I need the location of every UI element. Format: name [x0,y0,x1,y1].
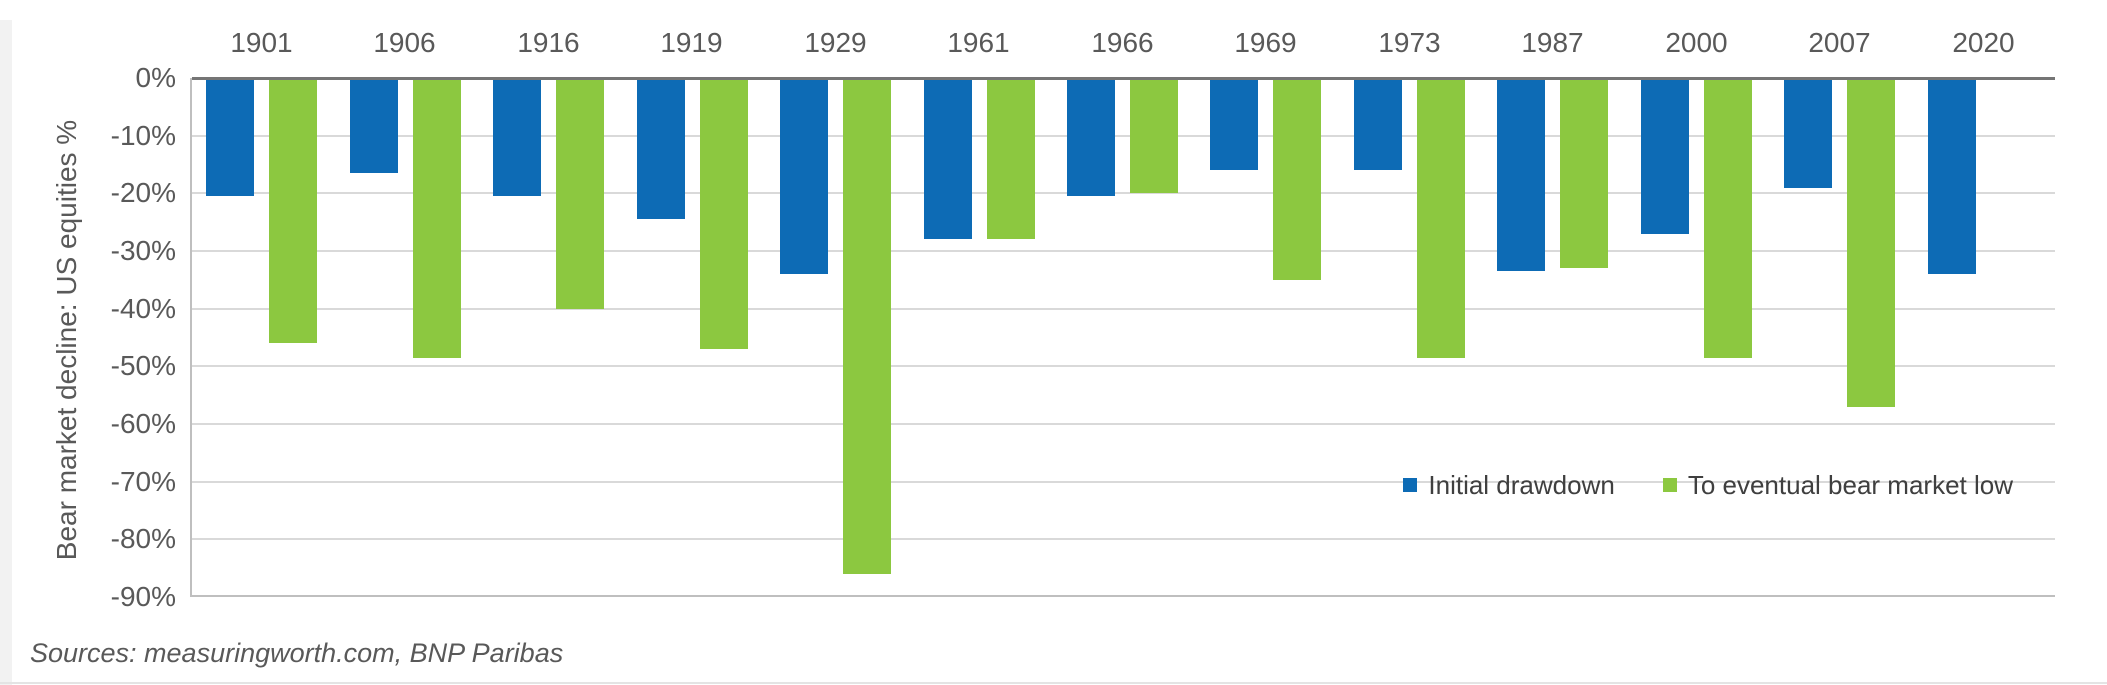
year-label-1919: 1919 [660,27,723,58]
bar-bear-market-low-1929 [843,78,891,574]
y-tick-label: 0% [135,62,176,93]
legend-item-bear-market-low: To eventual bear market low [1662,470,2013,500]
zero-percent-axis-line [192,77,2055,80]
gridline--40% [192,308,2055,310]
bar-initial-drawdown-1901 [206,78,254,196]
gridline--30% [192,250,2055,252]
bar-bear-market-low-1969 [1273,78,1321,280]
plot-area: Initial drawdown To eventual bear market … [190,77,2055,597]
bar-bear-market-low-1966 [1130,78,1178,193]
legend-label: Initial drawdown [1428,470,1615,500]
y-axis-title: Bear market decline: US equities % [51,119,82,561]
year-label-2007: 2007 [1808,27,1871,58]
y-tick-label: -10% [110,120,176,151]
gridline--70% [192,481,2055,483]
year-label-1973: 1973 [1378,27,1441,58]
year-label-1961: 1961 [947,27,1010,58]
year-label-2020: 2020 [1952,27,2015,58]
year-label-1929: 1929 [804,27,867,58]
bar-initial-drawdown-1969 [1210,78,1258,170]
y-tick-label: -60% [110,408,176,439]
legend: Initial drawdown To eventual bear market … [1403,471,2013,499]
gridline--50% [192,365,2055,367]
y-tick-label: -30% [110,235,176,266]
gridline--60% [192,423,2055,425]
bar-initial-drawdown-1916 [493,78,541,196]
year-label-1969: 1969 [1234,27,1297,58]
legend-swatch-icon [1403,478,1418,492]
gridline--20% [192,192,2055,194]
bar-initial-drawdown-1906 [350,78,398,173]
year-label-1966: 1966 [1091,27,1154,58]
bar-initial-drawdown-1987 [1497,78,1545,271]
legend-label: To eventual bear market low [1687,470,2013,500]
year-label-1906: 1906 [373,27,436,58]
bar-bear-market-low-1961 [987,78,1035,239]
year-label-2000: 2000 [1665,27,1728,58]
legend-swatch-icon [1662,478,1677,492]
bar-initial-drawdown-2007 [1784,78,1832,188]
bar-initial-drawdown-1919 [637,78,685,219]
year-label-1987: 1987 [1521,27,1584,58]
bar-initial-drawdown-1973 [1354,78,1402,170]
bar-bear-market-low-2007 [1847,78,1895,407]
bar-initial-drawdown-1929 [780,78,828,274]
bar-initial-drawdown-1966 [1067,78,1115,196]
y-tick-label: -80% [110,523,176,554]
bar-bear-market-low-1919 [700,78,748,349]
bar-bear-market-low-1901 [269,78,317,343]
y-tick-label: -40% [110,293,176,324]
source-note: Sources: measuringworth.com, BNP Paribas [30,638,564,668]
bar-bear-market-low-1973 [1417,78,1465,358]
bar-bear-market-low-1916 [556,78,604,309]
screenshot-bottom-edge [0,682,2107,684]
bar-initial-drawdown-2000 [1641,78,1689,234]
bar-bear-market-low-1987 [1560,78,1608,268]
screenshot-left-edge [0,20,12,685]
year-label-1901: 1901 [230,27,293,58]
bar-initial-drawdown-2020 [1928,78,1976,274]
bar-bear-market-low-2000 [1704,78,1752,358]
y-tick-label: -70% [110,466,176,497]
year-label-1916: 1916 [517,27,580,58]
bar-initial-drawdown-1961 [924,78,972,239]
legend-item-initial-drawdown: Initial drawdown [1403,470,1615,500]
gridline--80% [192,538,2055,540]
y-tick-label: -90% [110,581,176,612]
y-tick-label: -50% [110,350,176,381]
bar-bear-market-low-1906 [413,78,461,358]
gridline--10% [192,135,2055,137]
y-tick-label: -20% [110,177,176,208]
